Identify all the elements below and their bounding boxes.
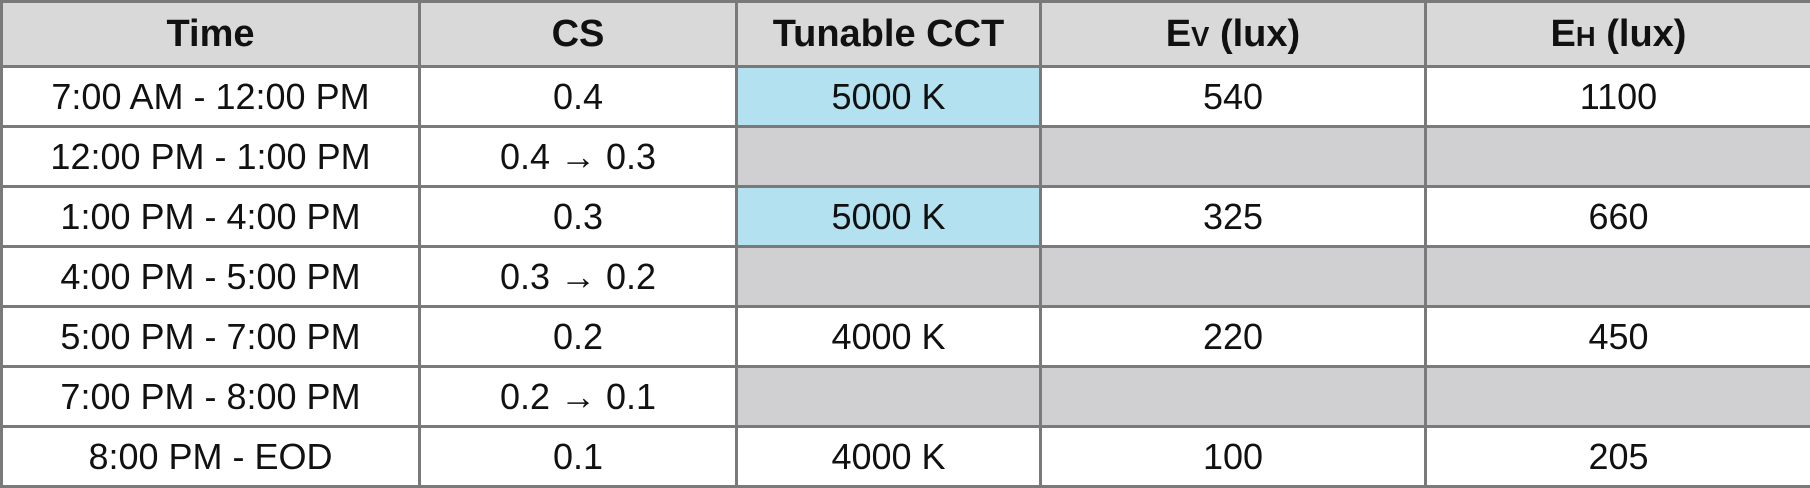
cell-cs: 0.1 [418,425,738,488]
cell-cs: 0.3 → 0.2 [418,245,738,308]
table-row: 7:00 AM - 12:00 PM 0.4 5000 K 540 1100 [0,65,1810,128]
cell-cct-transition [735,245,1042,308]
cell-time: 5:00 PM - 7:00 PM [0,305,421,368]
cell-cs: 0.4 → 0.3 [418,125,738,188]
cell-ev: 100 [1039,425,1427,488]
cell-ev: 540 [1039,65,1427,128]
header-eh-subscript: H [1575,20,1596,52]
header-time: Time [0,0,421,68]
cell-eh: 450 [1424,305,1810,368]
header-ev-unit: (lux) [1209,12,1301,55]
table-row: 4:00 PM - 5:00 PM 0.3 → 0.2 [0,245,1810,308]
cell-eh: 660 [1424,185,1810,248]
table-row: 1:00 PM - 4:00 PM 0.3 5000 K 325 660 [0,185,1810,248]
cell-eh: 1100 [1424,65,1810,128]
table-row: 7:00 PM - 8:00 PM 0.2 → 0.1 [0,365,1810,428]
cell-cs: 0.3 [418,185,738,248]
cell-cs: 0.2 → 0.1 [418,365,738,428]
cell-cct: 5000 K [735,185,1042,248]
cell-time: 12:00 PM - 1:00 PM [0,125,421,188]
cell-ev-transition [1039,245,1427,308]
table-header: Time CS Tunable CCT EV (lux) EH (lux) [0,0,1810,68]
header-tunable-cct: Tunable CCT [735,0,1042,68]
header-eh-unit: (lux) [1595,12,1687,55]
cell-cct: 5000 K [735,65,1042,128]
table-row: 12:00 PM - 1:00 PM 0.4 → 0.3 [0,125,1810,188]
cell-cct: 4000 K [735,425,1042,488]
cell-cs: 0.4 [418,65,738,128]
cell-ev-transition [1039,125,1427,188]
header-ev: EV (lux) [1039,0,1427,68]
header-ev-symbol: E [1165,12,1192,55]
cell-eh-transition [1424,125,1810,188]
table-body: 7:00 AM - 12:00 PM 0.4 5000 K 540 1100 1… [0,65,1810,488]
cell-cs: 0.2 [418,305,738,368]
cell-time: 4:00 PM - 5:00 PM [0,245,421,308]
table-row: 5:00 PM - 7:00 PM 0.2 4000 K 220 450 [0,305,1810,368]
cell-eh: 205 [1424,425,1810,488]
header-cs: CS [418,0,738,68]
cell-cct-transition [735,365,1042,428]
cell-time: 7:00 AM - 12:00 PM [0,65,421,128]
cell-time: 8:00 PM - EOD [0,425,421,488]
cell-cct: 4000 K [735,305,1042,368]
cell-time: 1:00 PM - 4:00 PM [0,185,421,248]
header-eh: EH (lux) [1424,0,1810,68]
cell-eh-transition [1424,365,1810,428]
cell-ev-transition [1039,365,1427,428]
cell-ev: 325 [1039,185,1427,248]
cell-cct-transition [735,125,1042,188]
cell-ev: 220 [1039,305,1427,368]
header-ev-subscript: V [1191,20,1210,52]
header-row: Time CS Tunable CCT EV (lux) EH (lux) [0,0,1810,68]
header-eh-symbol: E [1550,12,1576,55]
cell-time: 7:00 PM - 8:00 PM [0,365,421,428]
cell-eh-transition [1424,245,1810,308]
table-row: 8:00 PM - EOD 0.1 4000 K 100 205 [0,425,1810,488]
